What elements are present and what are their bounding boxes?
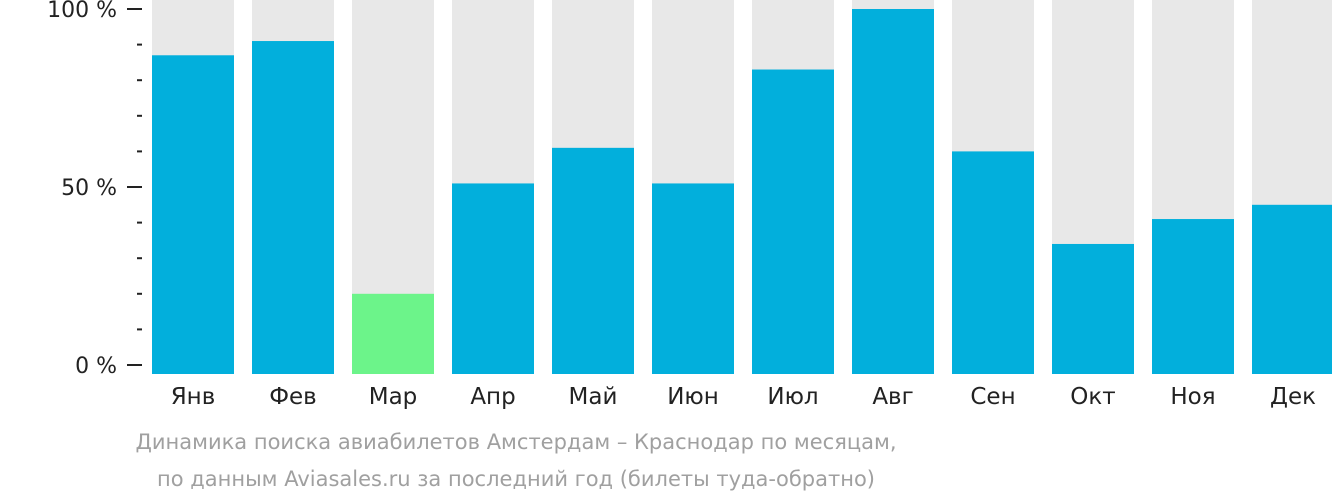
bar: [752, 69, 834, 375]
x-tick-label: Дек: [1270, 384, 1316, 410]
x-tick-label: Сен: [970, 384, 1015, 410]
x-tick-label: Июл: [767, 384, 818, 410]
x-tick-label: Окт: [1070, 384, 1115, 410]
bar: [1152, 219, 1234, 374]
bar: [1052, 243, 1134, 374]
bar: [852, 9, 934, 374]
chart-caption-line1: Динамика поиска авиабилетов Амстердам – …: [135, 430, 897, 454]
chart-caption-line2: по данным Aviasales.ru за последний год …: [157, 467, 875, 491]
bar: [652, 183, 734, 374]
x-tick-label: Мар: [369, 384, 418, 410]
y-tick-label: 100 %: [47, 0, 117, 23]
bar-chart: 100 % 50 % 0 % Янв Фев Мар Апр Май Июн Июл Авг Сен О…: [47, 0, 1332, 410]
bar: [452, 183, 534, 374]
x-tick-label: Янв: [171, 384, 216, 410]
x-tick-label: Фев: [269, 384, 317, 410]
bar: [252, 41, 334, 374]
bar: [952, 151, 1034, 374]
bar: [552, 147, 634, 374]
y-tick-label: 50 %: [61, 176, 117, 201]
x-tick-label: Апр: [470, 384, 515, 410]
y-tick-label: 0 %: [75, 354, 117, 379]
x-tick-label: Июн: [667, 384, 719, 410]
bar: [1252, 204, 1332, 374]
bar: [352, 293, 434, 374]
x-tick-label: Май: [569, 384, 618, 410]
x-tick-label: Авг: [872, 384, 913, 410]
x-tick-label: Ноя: [1170, 384, 1215, 410]
bar: [152, 55, 234, 374]
